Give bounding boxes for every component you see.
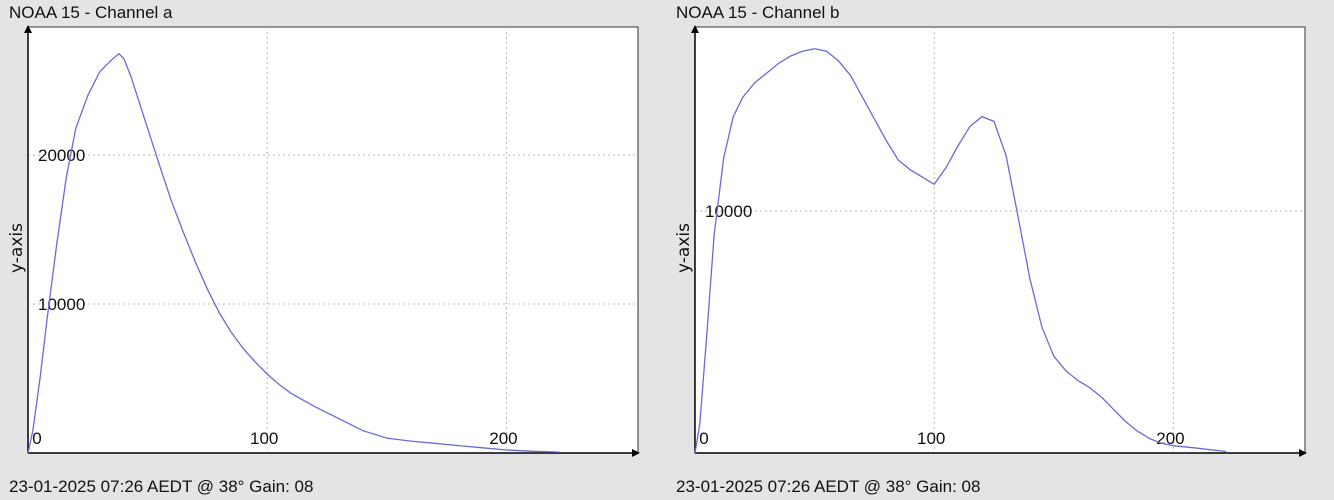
y-axis-arrow <box>24 25 32 33</box>
x-tick-label: 0 <box>32 429 41 448</box>
chart-panel-b: NOAA 15 - Channel b 0 100 200 10000 y-axis 2… <box>667 0 1327 500</box>
series-line <box>694 48 1227 454</box>
x-axis-arrow <box>632 449 640 457</box>
status-footer: 23-01-2025 07:26 AEDT @ 38° Gain: 08 <box>676 477 981 496</box>
status-footer: 23-01-2025 07:26 AEDT @ 38° Gain: 08 <box>9 477 314 496</box>
chart-panel-a: NOAA 15 - Channel a 0 100 200 10000 20000 y-a… <box>0 0 660 500</box>
plot-area <box>694 26 1306 454</box>
x-axis-arrow <box>1299 449 1307 457</box>
x-tick-label: 200 <box>489 429 517 448</box>
y-tick-label: 20000 <box>38 146 85 165</box>
y-axis-arrow <box>691 25 699 33</box>
series-line <box>27 52 560 454</box>
plot-area <box>27 26 639 454</box>
x-tick-label: 0 <box>699 429 708 448</box>
y-axis-label: y-axis <box>7 223 27 273</box>
y-tick-label: 10000 <box>705 202 752 221</box>
chart-title: NOAA 15 - Channel a <box>9 3 173 22</box>
y-axis-label: y-axis <box>674 223 694 273</box>
y-tick-label: 10000 <box>38 295 85 314</box>
x-tick-label: 100 <box>250 429 278 448</box>
chart-title: NOAA 15 - Channel b <box>676 3 840 22</box>
x-tick-label: 100 <box>917 429 945 448</box>
chart-svg: 0 100 200 10000 20000 y-axis <box>7 25 640 457</box>
